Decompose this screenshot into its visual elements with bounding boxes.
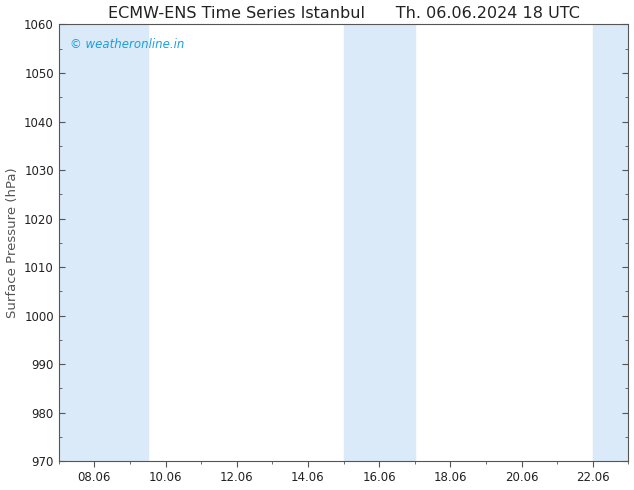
Y-axis label: Surface Pressure (hPa): Surface Pressure (hPa) <box>6 168 18 318</box>
Text: © weatheronline.in: © weatheronline.in <box>70 38 184 50</box>
Bar <box>344 24 415 461</box>
Bar <box>593 24 628 461</box>
Title: ECMW-ENS Time Series Istanbul      Th. 06.06.2024 18 UTC: ECMW-ENS Time Series Istanbul Th. 06.06.… <box>108 5 579 21</box>
Bar <box>59 24 148 461</box>
